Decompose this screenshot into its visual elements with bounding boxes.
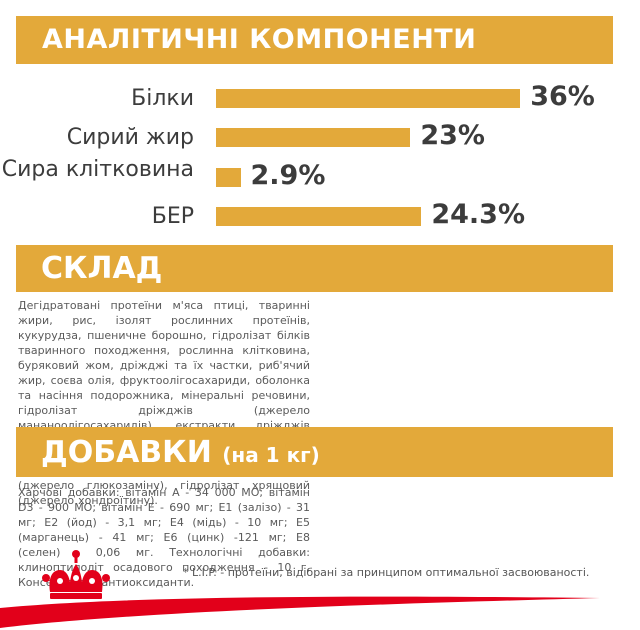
- additives-subtitle: (на 1 кг): [222, 443, 320, 467]
- metric-label: Сирий жир: [66, 125, 194, 150]
- composition-banner: СКЛАД: [16, 245, 613, 292]
- additives-title: ДОБАВКИ (на 1 кг): [41, 435, 320, 470]
- red-swoosh-decoration: [0, 596, 600, 628]
- metric-bar: [216, 168, 241, 187]
- metric-value: 23%: [420, 120, 485, 151]
- crown-icon: [42, 550, 110, 599]
- metric-label: БЕР: [151, 204, 194, 229]
- metric-value: 2.9%: [250, 160, 326, 191]
- metric-value: 24.3%: [431, 199, 525, 230]
- footnote: * L.I.P. - протеїни, відібрані за принци…: [183, 566, 590, 579]
- metric-value: 36%: [530, 81, 595, 112]
- metric-label: Сира клітковина: [1, 157, 194, 182]
- additives-title-main: ДОБАВКИ: [41, 435, 212, 470]
- metric-label: Білки: [131, 86, 194, 111]
- metric-bar: [216, 89, 521, 108]
- analytic-banner: АНАЛІТИЧНІ КОМПОНЕНТИ: [16, 16, 613, 64]
- composition-title: СКЛАД: [41, 251, 163, 286]
- analytic-title: АНАЛІТИЧНІ КОМПОНЕНТИ: [42, 24, 477, 55]
- metric-bar: [216, 207, 422, 226]
- additives-banner: ДОБАВКИ (на 1 кг): [16, 427, 613, 477]
- metric-bar: [216, 128, 411, 147]
